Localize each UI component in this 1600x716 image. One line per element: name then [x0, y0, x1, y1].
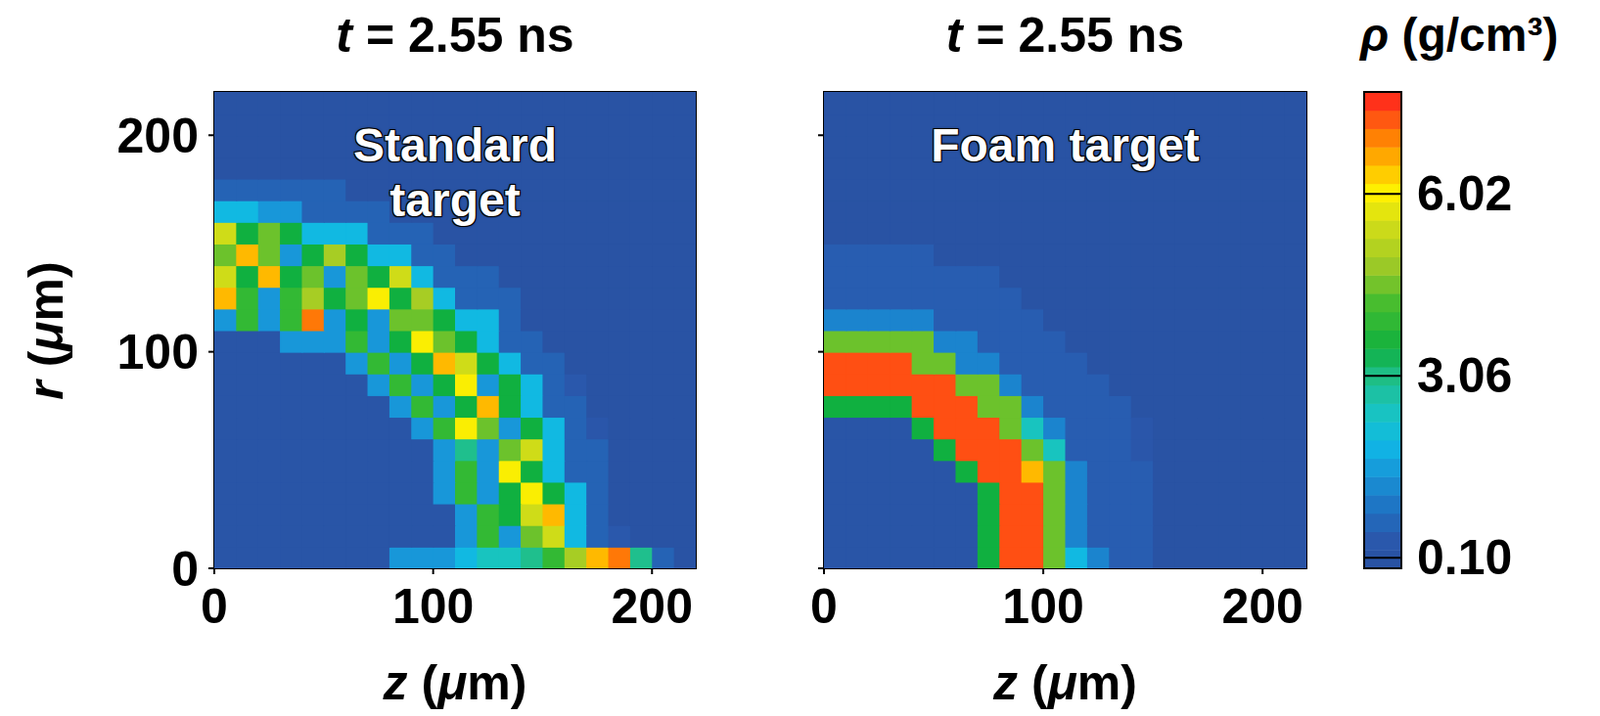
svg-text:0: 0 — [200, 579, 229, 635]
html-text:0.10: 0.10 — [1417, 530, 1513, 586]
html-text:r: r — [18, 380, 74, 400]
html-text:ρ (g / c m ³): ρ (g / c m ³) — [1360, 8, 1559, 61]
svg-text:100: 100 — [392, 579, 474, 635]
svg-text:0: 0 — [171, 542, 199, 597]
svg-text:100: 100 — [1002, 579, 1084, 635]
html-text:target: target — [389, 174, 521, 227]
html-text:Standard: Standard — [353, 119, 557, 172]
html-text:t = 2. 5 5 n s: t = 2. 5 5 n s — [946, 7, 1185, 63]
svg-text:100: 100 — [117, 324, 199, 380]
svg-text:200: 200 — [1221, 579, 1303, 635]
html-text:z (μ m): z (μ m) — [993, 655, 1138, 711]
html-text:μ: μ — [18, 320, 74, 351]
svg-text:200: 200 — [611, 579, 693, 635]
html-text:m: m — [18, 277, 74, 321]
html-text:z (μ m): z (μ m) — [383, 655, 527, 711]
html-text:Foam target: Foam target — [930, 119, 1200, 172]
html-text:3.06: 3.06 — [1417, 348, 1513, 404]
svg-text:200: 200 — [117, 108, 199, 164]
html-text:t = 2. 5 5 n s: t = 2. 5 5 n s — [336, 7, 575, 63]
html-text:6.02: 6.02 — [1417, 166, 1513, 222]
svg-text:0: 0 — [810, 579, 838, 635]
